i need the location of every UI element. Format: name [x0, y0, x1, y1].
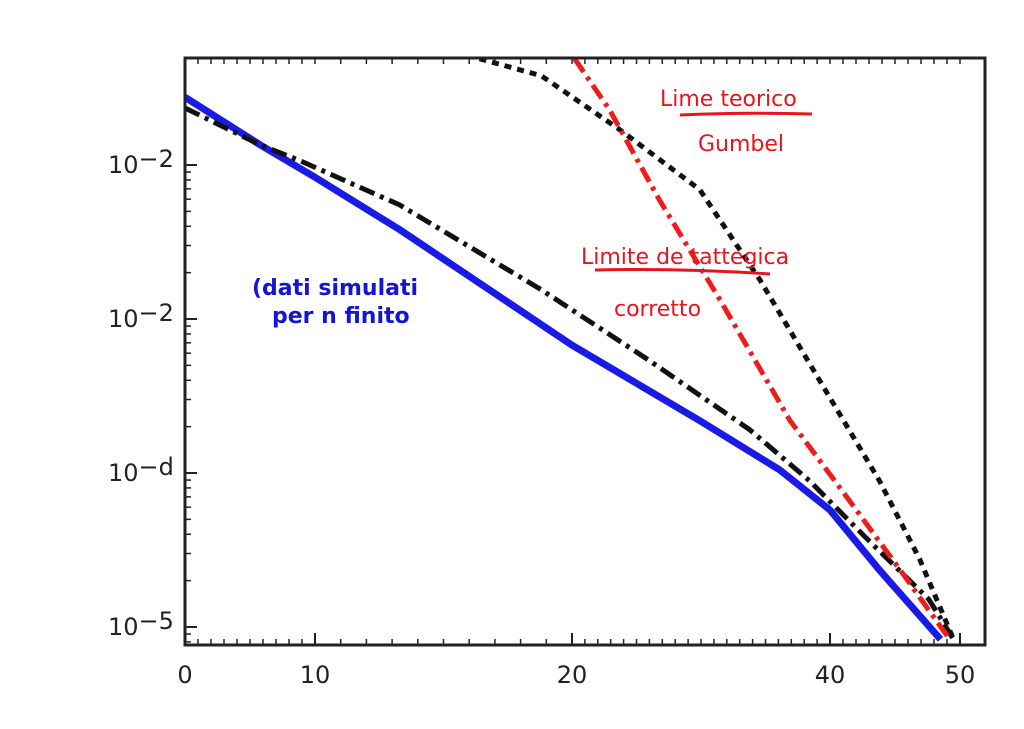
annotation-corrected-underline — [594, 268, 771, 276]
x-tick-label: 40 — [815, 661, 846, 689]
y-tick-label: 10−2 — [108, 145, 174, 179]
x-tick-label: 50 — [945, 661, 976, 689]
series-simulated-line — [185, 94, 944, 642]
x-tick-label: 10 — [300, 661, 331, 689]
annotation-corrected-title: Limite de tattegica — [581, 245, 789, 270]
x-tick-label: 0 — [177, 661, 192, 689]
annotation-simulated-line1: (dati simulati — [252, 276, 418, 301]
annotation-gumbel-subtitle: Gumbel — [698, 132, 784, 157]
annotation-gumbel-underline — [679, 111, 813, 117]
annotation-gumbel-title: Lime teorico — [660, 87, 797, 112]
y-tick-label: 10−5 — [108, 607, 174, 641]
series-corrected-line — [572, 58, 952, 641]
annotation-simulated-line2: per n finito — [272, 304, 410, 329]
series-gumbel-line — [478, 58, 956, 641]
y-tick-label: 10−d — [108, 453, 174, 487]
y-tick-label: 10−2 — [108, 299, 174, 333]
x-tick-label: 20 — [557, 661, 588, 689]
annotation-corrected-subtitle: corretto — [614, 297, 701, 322]
series-lower-dashdot-line — [185, 105, 956, 641]
